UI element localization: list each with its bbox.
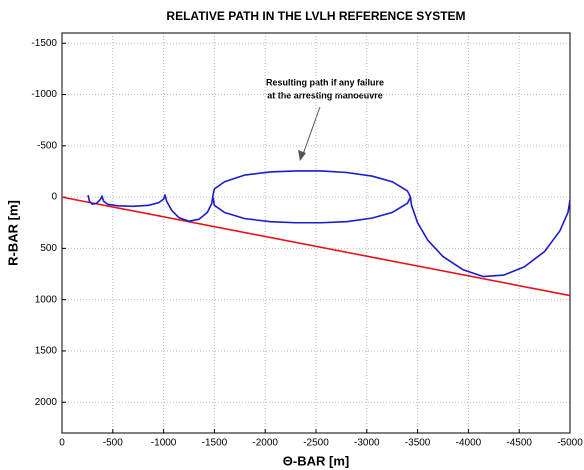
x-tick-label: 0 [59, 438, 65, 449]
y-tick-label: -500 [37, 140, 57, 151]
annotation: Resulting path if any failure [266, 77, 384, 87]
y-axis-label: R-BAR [m] [5, 200, 20, 266]
y-tick-label: 2000 [35, 397, 58, 408]
x-tick-label: -3500 [405, 438, 431, 449]
x-tick-label: -1000 [151, 438, 177, 449]
x-axis-label: Θ-BAR [m] [283, 453, 349, 468]
y-tick-label: -1500 [31, 38, 57, 49]
x-tick-label: -4500 [506, 438, 532, 449]
chart-title: RELATIVE PATH IN THE LVLH REFERENCE SYST… [166, 9, 465, 23]
x-tick-label: -4000 [456, 438, 482, 449]
arrow-head [298, 150, 306, 161]
y-tick-label: 0 [51, 192, 57, 203]
y-tick-label: 500 [40, 243, 57, 254]
annotation-arrow [301, 106, 321, 158]
x-tick-label: -2500 [303, 438, 329, 449]
y-tick-label: 1000 [35, 294, 58, 305]
y-tick-label: 1500 [35, 346, 58, 357]
x-tick-label: -1500 [202, 438, 228, 449]
data-line [87, 170, 571, 278]
data-line [61, 196, 571, 297]
x-tick-label: -500 [103, 438, 123, 449]
plot-frame [61, 32, 571, 434]
annotation: at the arresting manoeuvre [267, 90, 383, 100]
x-tick-label: -2000 [252, 438, 278, 449]
y-tick-label: -1000 [31, 89, 57, 100]
x-tick-label: -5000 [557, 438, 583, 449]
x-tick-label: -3000 [354, 438, 380, 449]
